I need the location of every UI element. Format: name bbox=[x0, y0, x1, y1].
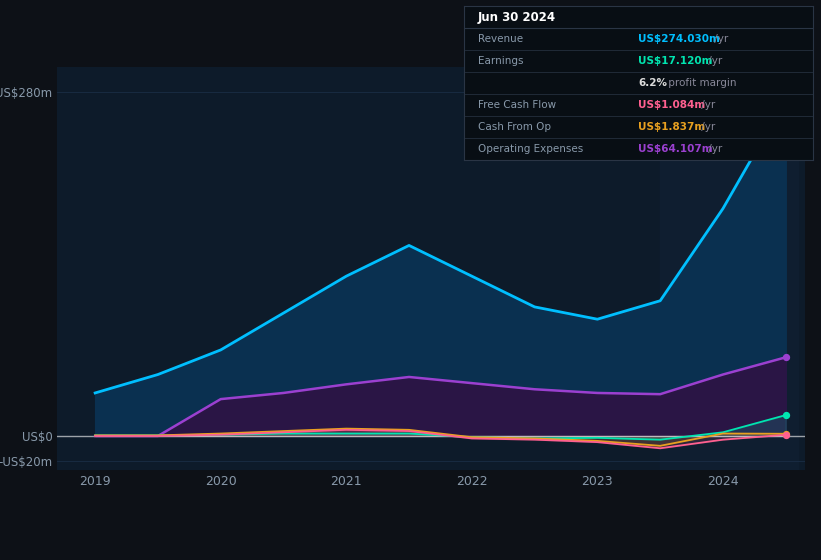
Bar bbox=[660, 67, 798, 470]
Text: 6.2%: 6.2% bbox=[639, 78, 667, 87]
Text: Earnings: Earnings bbox=[478, 55, 523, 66]
Text: Revenue: Revenue bbox=[478, 34, 523, 44]
Text: Free Cash Flow: Free Cash Flow bbox=[478, 100, 556, 110]
Point bbox=[779, 430, 792, 438]
Point bbox=[779, 95, 792, 104]
Text: /yr: /yr bbox=[704, 55, 722, 66]
Point bbox=[779, 410, 792, 419]
Point bbox=[779, 430, 792, 439]
Text: Jun 30 2024: Jun 30 2024 bbox=[478, 11, 556, 24]
Text: profit margin: profit margin bbox=[665, 78, 736, 87]
Text: /yr: /yr bbox=[698, 122, 715, 132]
Text: US$64.107m: US$64.107m bbox=[639, 143, 713, 153]
Text: US$1.084m: US$1.084m bbox=[639, 100, 705, 110]
Text: /yr: /yr bbox=[711, 34, 728, 44]
Text: Operating Expenses: Operating Expenses bbox=[478, 143, 583, 153]
Text: US$17.120m: US$17.120m bbox=[639, 55, 713, 66]
Text: /yr: /yr bbox=[698, 100, 715, 110]
Text: /yr: /yr bbox=[704, 143, 722, 153]
Text: US$274.030m: US$274.030m bbox=[639, 34, 720, 44]
Text: US$1.837m: US$1.837m bbox=[639, 122, 705, 132]
Point bbox=[779, 353, 792, 362]
Text: Cash From Op: Cash From Op bbox=[478, 122, 551, 132]
